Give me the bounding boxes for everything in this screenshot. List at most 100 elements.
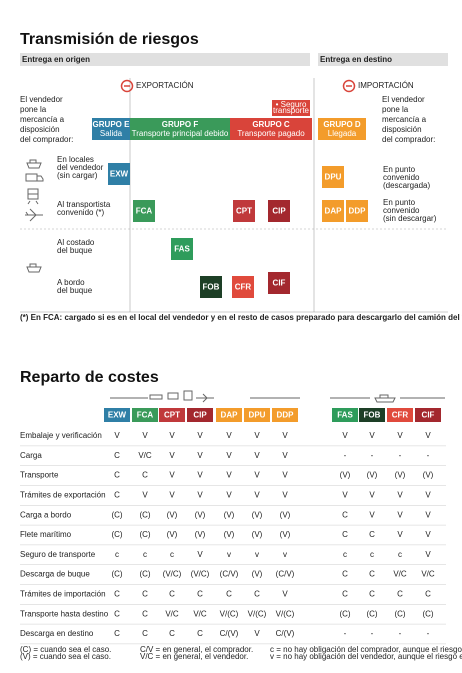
cell: (C): [422, 609, 433, 618]
cell: V/C: [138, 451, 152, 460]
cell: V: [254, 431, 260, 440]
cell: V: [142, 431, 148, 440]
row-label: del buque: [57, 246, 93, 255]
column-label: FOB: [364, 411, 381, 420]
cell: V: [197, 471, 203, 480]
cell: V: [254, 471, 260, 480]
group-bar: [92, 118, 130, 140]
cell: -: [427, 629, 430, 638]
cell: C: [114, 629, 120, 638]
cell: V/C: [393, 570, 407, 579]
seller-text: El vendedor: [20, 95, 63, 104]
column-label: CIF: [422, 411, 435, 420]
incoterm-label: FOB: [203, 283, 220, 292]
cell: -: [399, 451, 402, 460]
cell: C: [342, 590, 348, 599]
row-label: Trámites de exportación: [20, 491, 106, 500]
cell: V: [425, 510, 431, 519]
cell: C: [254, 590, 260, 599]
incoterm-label: DAP: [325, 207, 343, 216]
cell: (V): [224, 530, 235, 539]
legend-text: v = no hay obligación del vendedor, aunq…: [270, 652, 462, 661]
seller-text: mercancía a: [20, 115, 65, 124]
cell: c: [343, 550, 347, 559]
cell: (C): [139, 510, 150, 519]
column-label: FCA: [137, 411, 154, 420]
legend-text: (C) = cuando sea el caso.: [20, 645, 111, 654]
cell: V: [254, 491, 260, 500]
cell: (V): [367, 471, 378, 480]
seller-text: mercancía a: [382, 115, 427, 124]
cell: (V): [224, 510, 235, 519]
group-sub: Transporte principal debido: [132, 129, 229, 138]
cell: V: [114, 431, 120, 440]
seller-text: pone la: [20, 105, 47, 114]
footnote: (*) En FCA: cargado si es en el local de…: [20, 313, 462, 322]
cell: V: [425, 431, 431, 440]
cell: C: [114, 609, 120, 618]
cell: C: [114, 471, 120, 480]
cell: C: [114, 491, 120, 500]
incoterm-box: [268, 272, 290, 294]
cell: C: [142, 590, 148, 599]
cell: V: [254, 629, 260, 638]
column-header: [415, 408, 441, 422]
cell: C: [114, 590, 120, 599]
cell: -: [371, 451, 374, 460]
row-label: Trámites de importación: [20, 590, 106, 599]
cell: C: [114, 451, 120, 460]
cell: (C): [366, 609, 377, 618]
row-label: (descargada): [383, 181, 430, 190]
row-label: (sin descargar): [383, 214, 437, 223]
cell: c: [115, 550, 119, 559]
cell: V/C: [421, 570, 435, 579]
incoterm-box: [171, 238, 193, 260]
cell: (V): [195, 510, 206, 519]
row-label: Al transportista: [57, 200, 111, 209]
row-label: convenido: [383, 173, 420, 182]
cell: c: [143, 550, 147, 559]
incoterm-box: [133, 200, 155, 222]
cell: c: [398, 550, 402, 559]
cell: (C): [139, 570, 150, 579]
cell: (V): [280, 530, 291, 539]
cell: V: [397, 510, 403, 519]
group-name: GRUPO C: [252, 120, 290, 129]
cell: V/(C): [276, 609, 295, 618]
group-name: GRUPO F: [162, 120, 199, 129]
direction-icon: [120, 79, 134, 93]
column-header: [359, 408, 385, 422]
group-sub: Transporte pagado: [237, 129, 305, 138]
cell: V: [397, 491, 403, 500]
cell: c: [370, 550, 374, 559]
cell: V: [197, 491, 203, 500]
cell: (V/C): [191, 570, 210, 579]
row-label: convenido (*): [57, 208, 104, 217]
cell: V: [369, 431, 375, 440]
direction-icon: [342, 79, 356, 93]
incoterm-label: CIF: [273, 279, 286, 288]
column-header: [187, 408, 213, 422]
cell: (C/V): [276, 570, 295, 579]
column-label: CPT: [164, 411, 180, 420]
row-label: En punto: [383, 165, 416, 174]
row-label: convenido: [383, 206, 420, 215]
cell: (V): [252, 510, 263, 519]
cell: (V): [395, 471, 406, 480]
section-header: Entrega en destino: [320, 55, 392, 64]
cell: V: [226, 451, 232, 460]
column-label: DPU: [249, 411, 266, 420]
cell: v: [283, 550, 287, 559]
column-header: [216, 408, 242, 422]
incoterm-label: FCA: [136, 207, 153, 216]
cell: C: [342, 510, 348, 519]
cell: C: [169, 590, 175, 599]
title: Reparto de costes: [20, 369, 159, 386]
cell: V: [282, 471, 288, 480]
cell: C: [142, 471, 148, 480]
column-header: [159, 408, 185, 422]
cell: C: [425, 590, 431, 599]
cell: V: [197, 550, 203, 559]
